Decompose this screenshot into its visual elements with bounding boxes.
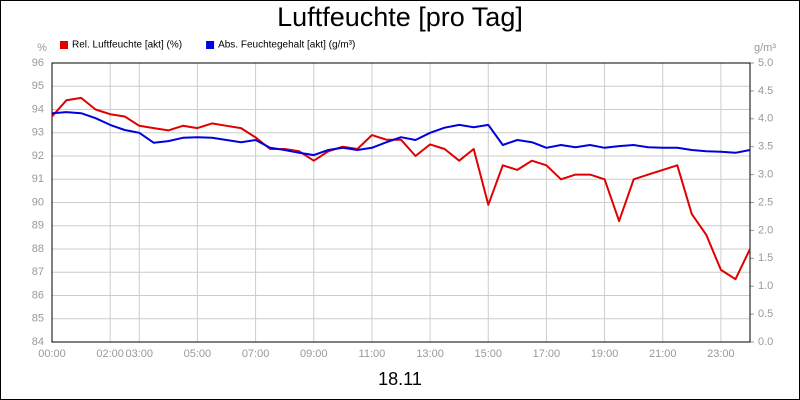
legend-label: Rel. Luftfeuchte [akt] (%)	[72, 40, 182, 51]
x-tick-label: 17:00	[533, 348, 561, 360]
x-tick-label: 02:00	[96, 348, 124, 360]
x-tick-label: 03:00	[125, 348, 153, 360]
y2-tick-label: 3.0	[758, 169, 773, 181]
y-tick-label: 84	[32, 336, 44, 348]
y2-tick-label: 3.5	[758, 141, 773, 153]
legend-swatch	[60, 41, 68, 49]
chart-title: Luftfeuchte [pro Tag]	[277, 2, 523, 32]
y2-tick-label: 4.0	[758, 113, 773, 125]
x-tick-label: 19:00	[591, 348, 619, 360]
y2-axis-unit: g/m³	[754, 42, 776, 54]
y2-tick-label: 1.0	[758, 280, 773, 292]
x-tick-label: 15:00	[474, 348, 502, 360]
y-tick-label: 91	[32, 173, 44, 185]
y-tick-label: 88	[32, 243, 44, 255]
y-tick-label: 89	[32, 220, 44, 232]
y2-tick-label: 2.0	[758, 224, 773, 236]
x-tick-label: 21:00	[649, 348, 677, 360]
y2-tick-label: 0.0	[758, 336, 773, 348]
y-tick-label: 96	[32, 57, 44, 69]
x-tick-label: 11:00	[359, 348, 386, 360]
y-tick-label: 92	[32, 150, 44, 162]
x-tick-label: 05:00	[184, 348, 212, 360]
y-axis-unit: %	[37, 42, 47, 54]
x-tick-label: 09:00	[300, 348, 328, 360]
y-tick-label: 94	[32, 103, 44, 115]
series-line	[51, 111, 751, 157]
x-tick-label: 13:00	[416, 348, 444, 360]
y2-tick-label: 0.5	[758, 308, 773, 320]
series-line	[51, 96, 751, 281]
y2-tick-label: 1.5	[758, 252, 773, 264]
plot-border	[51, 62, 751, 343]
y-tick-label: 93	[32, 127, 44, 139]
y-tick-label: 90	[32, 196, 44, 208]
y-tick-label: 85	[32, 313, 44, 325]
y-tick-label: 86	[32, 289, 44, 301]
y-tick-label: 87	[32, 266, 44, 278]
y2-tick-label: 5.0	[758, 57, 773, 69]
x-tick-label: 00:00	[38, 348, 66, 360]
legend-label: Abs. Feuchtegehalt [akt] (g/m³)	[218, 40, 355, 51]
x-axis-label: 18.11	[378, 369, 422, 389]
x-tick-label: 07:00	[242, 348, 270, 360]
x-tick-label: 23:00	[707, 348, 735, 360]
y2-tick-label: 2.5	[758, 196, 773, 208]
legend-swatch	[206, 41, 215, 49]
y2-tick-label: 4.5	[758, 85, 773, 97]
y-tick-label: 95	[32, 80, 44, 92]
